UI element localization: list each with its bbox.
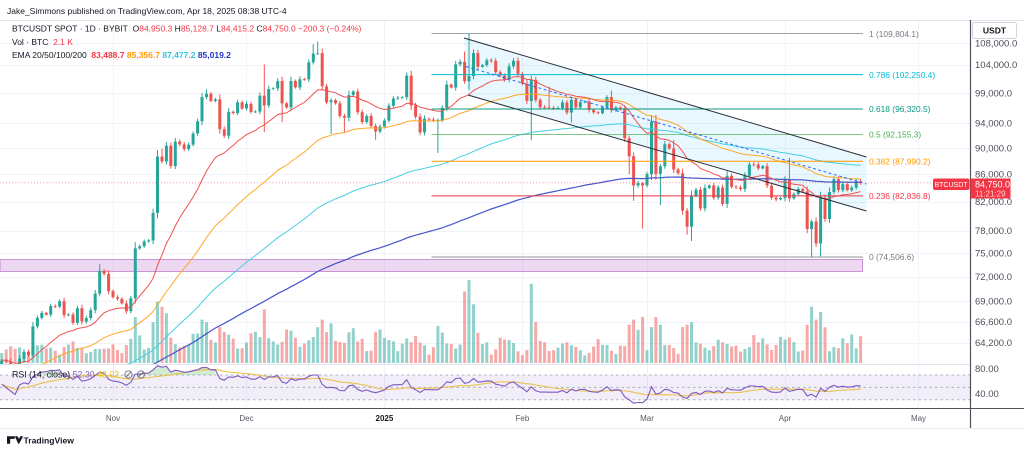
svg-text:0.382 (87,990.2): 0.382 (87,990.2) bbox=[869, 156, 931, 166]
svg-text:Nov: Nov bbox=[106, 414, 120, 423]
svg-text:Jake_Simmons published on Trad: Jake_Simmons published on TradingView.co… bbox=[7, 6, 287, 16]
svg-text:75,000.0: 75,000.0 bbox=[975, 248, 1012, 259]
svg-text:104,000.0: 104,000.0 bbox=[975, 60, 1017, 71]
svg-text:94,000.0: 94,000.0 bbox=[975, 118, 1012, 129]
svg-text:Dec: Dec bbox=[239, 414, 253, 423]
svg-text:USDT: USDT bbox=[983, 26, 1007, 36]
svg-text:TradingView: TradingView bbox=[24, 436, 75, 446]
svg-text:EMA 20/50/100/200 83,488.7 85: EMA 20/50/100/200 83,488.7 85,356.7 87,4… bbox=[12, 50, 231, 60]
svg-text:40.00: 40.00 bbox=[975, 389, 999, 400]
svg-text:90,000.0: 90,000.0 bbox=[975, 143, 1012, 154]
svg-text:99,000.0: 99,000.0 bbox=[975, 88, 1012, 99]
svg-text:Mar: Mar bbox=[640, 414, 654, 423]
svg-text:RSI (14, close) 52.30 43.02: RSI (14, close) 52.30 43.02 bbox=[12, 370, 119, 380]
svg-text:78,000.0: 78,000.0 bbox=[975, 226, 1012, 237]
svg-text:Feb: Feb bbox=[516, 414, 530, 423]
svg-text:11:21:29: 11:21:29 bbox=[975, 190, 1006, 199]
svg-text:84,750.0: 84,750.0 bbox=[975, 180, 1010, 190]
svg-text:86,000.0: 86,000.0 bbox=[975, 170, 1012, 181]
svg-text:0.5 (92,155.3): 0.5 (92,155.3) bbox=[869, 130, 921, 140]
svg-text:0.786 (102,250.4): 0.786 (102,250.4) bbox=[869, 70, 935, 80]
svg-text:0.236 (82,836.8): 0.236 (82,836.8) bbox=[869, 191, 931, 201]
svg-text:64,200.0: 64,200.0 bbox=[975, 338, 1012, 349]
svg-text:82,000.0: 82,000.0 bbox=[975, 197, 1012, 208]
svg-text:2025: 2025 bbox=[376, 414, 394, 423]
svg-text:0 (74,506.6): 0 (74,506.6) bbox=[869, 252, 914, 262]
svg-text:BTCUSDT: BTCUSDT bbox=[934, 182, 968, 189]
svg-text:BTCUSDT SPOT · 1D · BYBIT O84: BTCUSDT SPOT · 1D · BYBIT O84,950.3 H85,… bbox=[12, 24, 362, 34]
svg-text:80.00: 80.00 bbox=[975, 364, 999, 375]
svg-text:66,600.0: 66,600.0 bbox=[975, 317, 1012, 328]
svg-text:Apr: Apr bbox=[779, 414, 792, 423]
svg-text:69,000.0: 69,000.0 bbox=[975, 296, 1012, 307]
svg-text:1 (109,804.1): 1 (109,804.1) bbox=[869, 29, 919, 39]
svg-text:108,000.0: 108,000.0 bbox=[975, 38, 1017, 49]
svg-text:72,000.0: 72,000.0 bbox=[975, 272, 1012, 283]
svg-text:Vol · BTC 2.1 K: Vol · BTC 2.1 K bbox=[12, 37, 73, 47]
svg-text:May: May bbox=[911, 414, 926, 423]
svg-text:0.618 (96,320.5): 0.618 (96,320.5) bbox=[869, 104, 931, 114]
